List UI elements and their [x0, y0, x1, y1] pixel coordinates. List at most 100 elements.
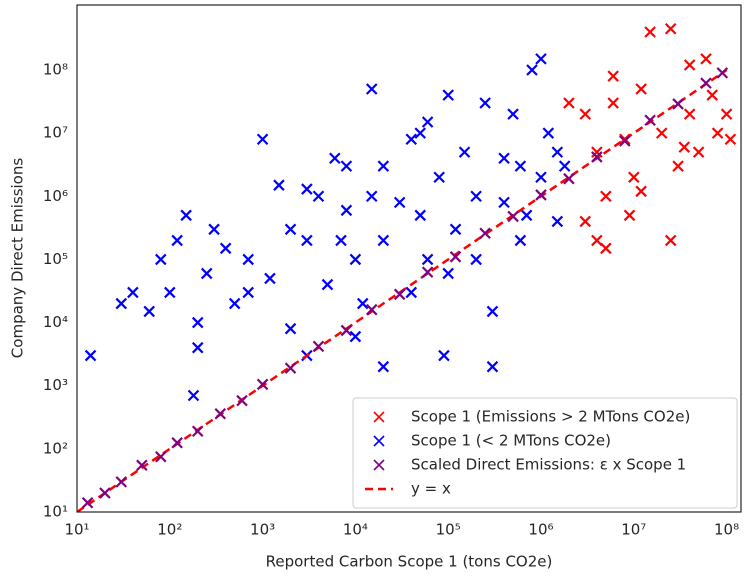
point [143, 305, 155, 318]
point [486, 360, 499, 373]
point [479, 227, 491, 240]
legend-label: y = x [411, 480, 451, 498]
y-tick-label: 10⁶ [43, 187, 68, 205]
point [692, 146, 705, 158]
y-tick-label: 10⁸ [43, 60, 68, 78]
plot-frame [76, 4, 742, 513]
point [470, 253, 482, 266]
x-tick-label: 10⁷ [621, 521, 646, 539]
point [600, 242, 612, 255]
point [301, 183, 313, 195]
point [683, 59, 696, 71]
point [340, 204, 353, 217]
point [356, 297, 369, 310]
point [442, 267, 454, 280]
point [84, 349, 97, 362]
point [349, 253, 362, 266]
x-axis-label: Reported Carbon Scope 1 (tons CO2e) [266, 553, 553, 571]
legend-label: Scope 1 (Emissions > 2 MTons CO2e) [411, 408, 690, 426]
point [664, 234, 677, 247]
point [365, 303, 378, 316]
point [623, 209, 636, 222]
x-tick-label: 10³ [250, 521, 275, 539]
point [377, 160, 390, 172]
point [700, 53, 712, 65]
point [115, 297, 128, 310]
point [236, 394, 248, 407]
point [335, 234, 347, 247]
point [164, 286, 176, 299]
legend-swatch [373, 411, 385, 423]
point [340, 160, 353, 172]
point [635, 83, 647, 95]
point [644, 26, 656, 38]
point [365, 83, 378, 95]
point [724, 133, 737, 146]
point [635, 185, 647, 198]
x-tick-label: 10⁶ [528, 521, 553, 539]
point [312, 340, 325, 353]
legend-swatch [373, 459, 385, 471]
point [81, 496, 94, 509]
point [421, 253, 434, 266]
point [449, 251, 462, 263]
legend-swatch [373, 435, 385, 447]
point [558, 160, 571, 172]
point [405, 286, 418, 299]
point [628, 171, 640, 184]
point [706, 89, 718, 101]
point [155, 253, 167, 266]
x-tick-label: 10¹ [64, 521, 89, 539]
point [520, 209, 533, 222]
point [535, 53, 547, 65]
point [365, 190, 378, 203]
point [433, 171, 445, 184]
point [377, 234, 390, 247]
point [479, 97, 491, 109]
legend: Scope 1 (Emissions > 2 MTons CO2e) Scope … [352, 397, 738, 509]
point [716, 67, 729, 79]
y-tick-label: 10³ [43, 376, 68, 394]
y-tick-label: 10⁵ [43, 250, 68, 268]
point [329, 152, 341, 165]
point [664, 22, 677, 35]
point [470, 190, 482, 203]
point [214, 407, 227, 420]
point [563, 172, 575, 185]
point [414, 209, 427, 222]
y-tick-label: 10² [43, 439, 68, 457]
point [507, 108, 519, 120]
point [228, 297, 241, 310]
point [136, 459, 148, 472]
point [377, 360, 390, 373]
point [219, 242, 232, 255]
point [526, 64, 538, 76]
plot-area [77, 22, 737, 512]
point [507, 210, 519, 223]
point [591, 146, 603, 158]
point [208, 223, 220, 236]
point [256, 378, 269, 391]
legend-label: Scope 1 (< 2 MTons CO2e) [411, 432, 611, 450]
point [498, 196, 510, 209]
y-tick-label: 10⁷ [43, 124, 68, 142]
x-tick-label: 10⁵ [436, 521, 461, 539]
point [486, 305, 499, 318]
legend-label: Scaled Direct Emissions: ε x Scope 1 [411, 456, 686, 474]
point [191, 341, 204, 354]
point [711, 127, 724, 139]
point [349, 330, 362, 343]
point [99, 487, 111, 499]
point [498, 152, 510, 165]
point [312, 190, 325, 203]
point [700, 77, 712, 89]
point [442, 89, 454, 101]
point [551, 215, 564, 228]
x-tick-label: 10⁸ [714, 521, 739, 539]
point [619, 135, 631, 147]
point [191, 316, 204, 329]
point [187, 389, 200, 402]
point [678, 141, 691, 153]
